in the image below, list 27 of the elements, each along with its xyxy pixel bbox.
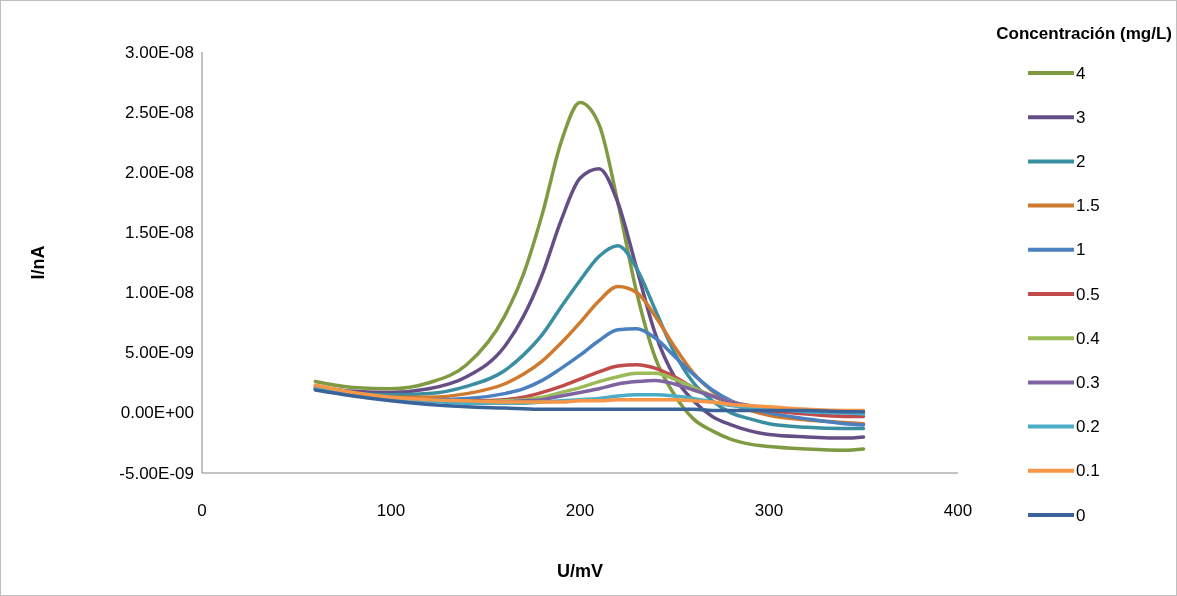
line-series (313, 100, 866, 452)
x-tick-label: 300 (754, 501, 784, 520)
x-tick-label: 400 (943, 501, 973, 520)
legend-label: 0.2 (1076, 417, 1100, 437)
y-tick-label: 5.00E-09 (125, 343, 194, 363)
legend-label: 1 (1076, 240, 1086, 260)
y-tick-label: 2.50E-08 (125, 102, 194, 122)
legend-label: 0.5 (1076, 284, 1100, 304)
y-tick-label: 3.00E-08 (125, 42, 194, 62)
legend-label: 0.4 (1076, 328, 1100, 348)
legend-label: 0.1 (1076, 461, 1100, 481)
y-tick-label: -5.00E-09 (119, 463, 194, 483)
legend-label: 3 (1076, 107, 1086, 127)
y-tick-label: 1.50E-08 (125, 222, 194, 242)
x-tick-label: 200 (565, 501, 595, 520)
y-axis-title: I/nA (28, 245, 48, 280)
y-tick-label: 1.00E-08 (125, 283, 194, 303)
legend-label: 4 (1076, 63, 1086, 83)
legend-label: 1.5 (1076, 196, 1100, 216)
x-tick-label: 100 (376, 501, 406, 520)
y-tick-label: 0.00E+00 (120, 403, 194, 423)
legend-label: 0.3 (1076, 372, 1100, 392)
legend-title: Concentración (mg/L) (996, 24, 1172, 43)
x-axis-title: U/mV (556, 561, 604, 581)
legend-label: 2 (1076, 151, 1086, 171)
y-tick-label: 2.00E-08 (125, 162, 194, 182)
x-tick-label: 0 (197, 501, 207, 520)
